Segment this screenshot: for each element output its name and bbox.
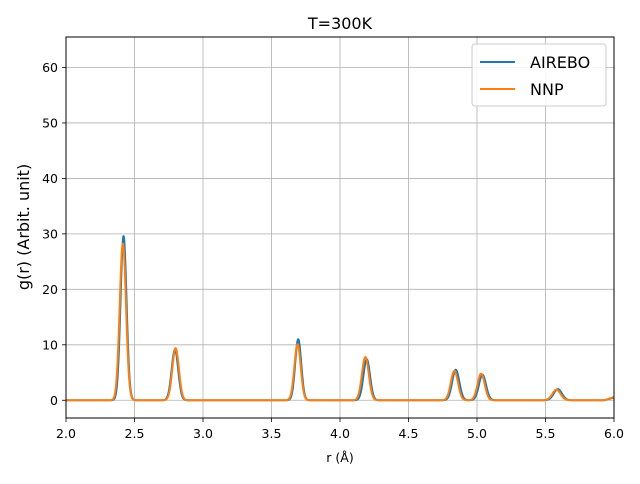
series-line-nnp — [65, 242, 615, 402]
x-tick-label: 6.0 — [604, 426, 624, 441]
y-tick-label: 10 — [42, 337, 58, 352]
y-tick-label: 30 — [42, 226, 58, 241]
y-tick-label: 50 — [42, 115, 58, 130]
legend: AIREBO NNP — [471, 43, 607, 107]
x-tick-label: 2.0 — [56, 426, 76, 441]
x-tick-label: 3.0 — [193, 426, 213, 441]
legend-label-nnp: NNP — [530, 80, 564, 99]
y-tick-label: 60 — [42, 60, 58, 75]
x-tick-label: 3.5 — [262, 426, 282, 441]
x-tick-label: 5.0 — [467, 426, 487, 441]
y-tick-label: 0 — [50, 393, 58, 408]
series-lines — [65, 235, 615, 402]
legend-label-airebo: AIREBO — [530, 53, 590, 72]
x-tick-label: 4.5 — [399, 426, 419, 441]
x-tick-label: 2.5 — [125, 426, 145, 441]
y-axis-ticks: 0 10 20 30 40 50 60 — [42, 60, 66, 408]
x-axis-label: r (Å) — [326, 450, 353, 465]
x-axis-ticks: 2.0 2.5 3.0 3.5 4.0 4.5 5.0 5.5 6.0 — [56, 418, 624, 441]
y-tick-label: 40 — [42, 171, 58, 186]
y-tick-label: 20 — [42, 282, 58, 297]
x-tick-label: 4.0 — [330, 426, 350, 441]
y-axis-label: g(r) (Arbit. unit) — [14, 164, 33, 290]
legend-box — [471, 43, 607, 107]
x-tick-label: 5.5 — [536, 426, 556, 441]
chart-title: T=300K — [307, 14, 373, 33]
